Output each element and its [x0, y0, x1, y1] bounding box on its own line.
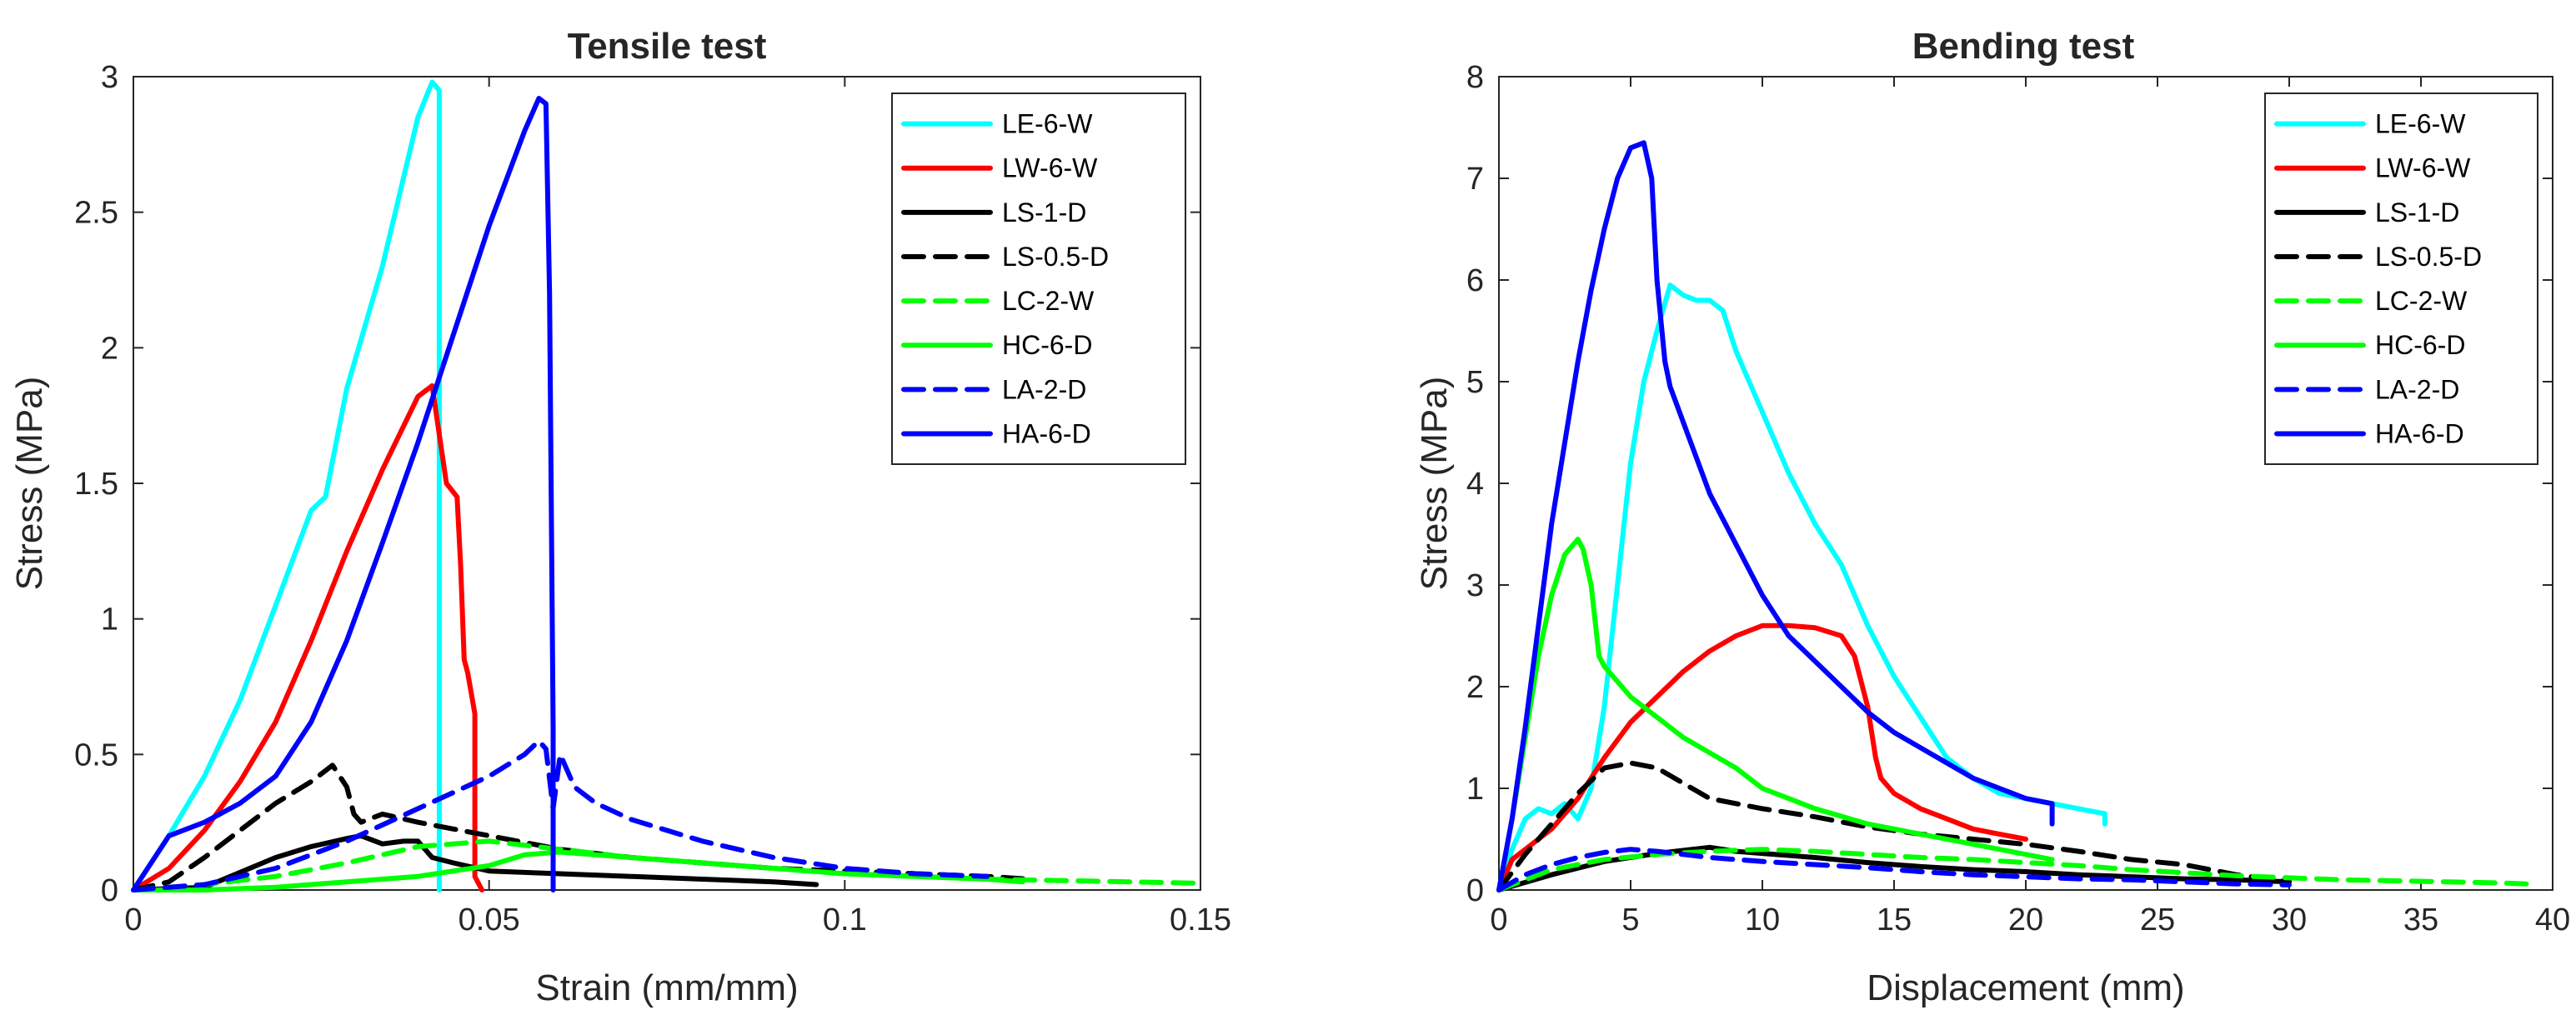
series-line-LE-6-W: [131, 79, 442, 892]
tensile-chart: Tensile test 0 0.05 0.1 0.15 0 0.5 1 1.5 2 2.5 3 S…: [9, 26, 1231, 1008]
x-tick-label: 40: [2535, 902, 2570, 938]
series-line-LS-0.5-D: [1496, 760, 2292, 892]
series-line-LW-6-W: [131, 382, 485, 892]
y-tick-label: 1.5: [74, 467, 118, 502]
x-tick-label: 0.15: [1170, 902, 1231, 938]
x-axis-label: Displacement (mm): [1867, 968, 2184, 1008]
y-tick-label: 2: [101, 331, 118, 366]
y-tick-label: 3: [1466, 568, 1484, 603]
series-lines: [131, 79, 1203, 892]
y-tick-label: 5: [1466, 365, 1484, 400]
y-tick-label: 3: [101, 60, 118, 95]
x-tick-label: 15: [1877, 902, 1912, 938]
series-line-LW-6-W: [1496, 622, 2028, 892]
y-tick-label: 6: [1466, 263, 1484, 298]
legend-label: LC-2-W: [2375, 286, 2468, 316]
legend-label: LS-0.5-D: [1002, 242, 1109, 272]
axis-ticks: 0 0.05 0.1 0.15 0 0.5 1 1.5 2 2.5 3: [74, 60, 1231, 938]
series-line-LA-2-D: [1496, 847, 2292, 892]
legend-box: [2264, 92, 2538, 465]
series-line-HC-6-D: [1496, 537, 2055, 892]
series-line-HC-6-D: [131, 849, 1025, 892]
y-tick-label: 8: [1466, 60, 1484, 95]
series-line-HA-6-D: [131, 96, 556, 892]
legend: LE-6-W LW-6-W LS-1-D LS-0.5-D LC-2-W HC-6-D LA…: [891, 92, 1186, 465]
y-tick-label: 7: [1466, 162, 1484, 197]
x-tick-label: 20: [2008, 902, 2043, 938]
y-tick-label: 0: [101, 873, 118, 908]
y-tick-label: 0.5: [74, 738, 118, 772]
legend-label: HC-6-D: [1002, 330, 1092, 360]
legend-label: LA-2-D: [2375, 374, 2459, 404]
y-tick-label: 1: [1466, 772, 1484, 807]
y-axis-label: Stress (MPa): [1414, 377, 1455, 591]
legend-label: LE-6-W: [1002, 109, 1093, 139]
y-tick-label: 4: [1466, 467, 1484, 502]
y-tick-label: 0: [1466, 873, 1484, 908]
legend-label: HA-6-D: [1002, 418, 1091, 448]
legend-label: LS-1-D: [2375, 198, 2459, 228]
series-line-LC-2-W: [1496, 847, 2529, 892]
legend-label: LC-2-W: [1002, 286, 1095, 316]
bending-chart: Bending test 0 5 10 15 20 25 30 35 40 0 1 2 3 4 5 6 7 8 D…: [1414, 26, 2570, 1008]
legend-label: LW-6-W: [1002, 153, 1098, 183]
x-tick-label: 0.1: [823, 902, 867, 938]
chart-title: Tensile test: [568, 26, 767, 67]
series-line-LS-1-D: [131, 832, 819, 892]
legend-label: LE-6-W: [2375, 109, 2466, 139]
legend-label: LS-0.5-D: [2375, 242, 2482, 272]
x-tick-label: 0: [1490, 902, 1507, 938]
legend-box: [891, 92, 1186, 465]
x-tick-label: 5: [1621, 902, 1639, 938]
y-tick-label: 1: [101, 602, 118, 638]
x-tick-label: 0.05: [459, 902, 520, 938]
x-tick-label: 30: [2272, 902, 2307, 938]
legend-label: HA-6-D: [2375, 418, 2464, 448]
chart-title: Bending test: [1912, 26, 2135, 67]
x-tick-label: 25: [2140, 902, 2175, 938]
axis-ticks: 0 5 10 15 20 25 30 35 40 0 1 2 3 4 5 6 7 8: [1466, 60, 2570, 938]
legend-label: LW-6-W: [2375, 153, 2471, 183]
legend-label: LA-2-D: [1002, 374, 1086, 404]
y-axis-label: Stress (MPa): [9, 377, 50, 591]
y-tick-label: 2.5: [74, 196, 118, 231]
legend-label: LS-1-D: [1002, 198, 1086, 228]
x-tick-label: 35: [2403, 902, 2438, 938]
x-tick-label: 10: [1745, 902, 1780, 938]
y-tick-label: 2: [1466, 670, 1484, 705]
x-axis-label: Strain (mm/mm): [535, 968, 798, 1008]
legend-label: HC-6-D: [2375, 330, 2465, 360]
legend: LE-6-W LW-6-W LS-1-D LS-0.5-D LC-2-W HC-6-D LA…: [2264, 92, 2538, 465]
x-tick-label: 0: [124, 902, 142, 938]
series-lines: [1496, 140, 2529, 892]
series-line-HA-6-D: [1496, 140, 2055, 892]
